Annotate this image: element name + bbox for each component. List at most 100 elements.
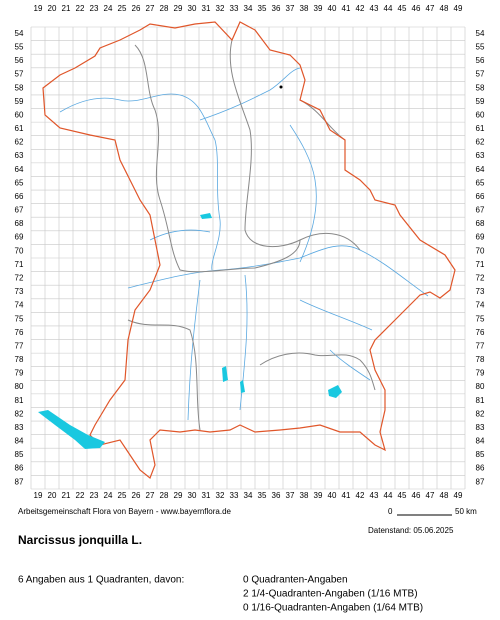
row-label: 66 [15,192,24,201]
title: Narcissus jonquilla L. [18,533,142,547]
credit: Arbeitsgemeinschaft Flora von Bayern - w… [18,507,232,516]
row-label: 61 [476,124,485,133]
column-label: 23 [90,491,99,500]
state-border [42,21,456,479]
row-label: 69 [476,233,485,242]
scale-start: 0 [388,507,393,516]
column-label: 31 [202,4,211,13]
row-label: 83 [476,423,485,432]
row-label: 54 [476,29,485,38]
column-label: 44 [384,491,393,500]
row-label: 86 [476,464,485,473]
column-label: 36 [272,4,281,13]
row-label: 67 [15,206,24,215]
column-label: 20 [48,491,57,500]
column-label: 28 [160,4,169,13]
row-label: 63 [476,151,485,160]
column-label: 39 [314,491,323,500]
row-label: 76 [476,328,485,337]
row-label: 66 [476,192,485,201]
row-label: 81 [15,396,24,405]
row-label: 70 [476,246,485,255]
column-label: 39 [314,4,323,13]
row-label: 68 [476,219,485,228]
column-label: 38 [300,491,309,500]
column-label: 27 [146,491,155,500]
row-label: 72 [15,273,24,282]
row-label: 87 [15,477,24,486]
column-label: 43 [370,491,379,500]
column-label: 44 [384,4,393,13]
column-label: 27 [146,4,155,13]
column-label: 32 [216,4,225,13]
row-label: 63 [15,151,24,160]
row-label: 69 [15,233,24,242]
row-label: 87 [476,477,485,486]
column-label: 36 [272,491,281,500]
detail: 0 1/16-Quadranten-Angaben (1/64 MTB) [243,603,423,614]
row-label: 74 [15,301,24,310]
row-label: 80 [476,382,485,391]
column-label: 34 [244,4,253,13]
row-label: 70 [15,246,24,255]
row-label: 77 [476,341,485,350]
column-label: 49 [454,491,463,500]
column-label: 45 [398,4,407,13]
grid [30,26,466,490]
column-label: 29 [174,491,183,500]
row-label: 57 [476,70,485,79]
column-label: 30 [188,491,197,500]
row-label: 82 [476,409,485,418]
row-label: 56 [15,56,24,65]
row-label: 61 [15,124,24,133]
column-label: 40 [328,491,337,500]
row-label: 54 [15,29,24,38]
column-label: 21 [62,4,71,13]
column-label: 33 [230,491,239,500]
row-label: 62 [15,138,24,147]
column-label: 24 [104,4,113,13]
row-label: 59 [476,97,485,106]
district-borders [127,39,376,431]
column-label: 24 [104,491,113,500]
row-label: 60 [476,110,485,119]
row-label: 77 [15,341,24,350]
row-label: 64 [15,165,24,174]
column-label: 42 [356,4,365,13]
rivers [59,67,429,421]
column-label: 48 [440,491,449,500]
row-label: 71 [15,260,24,269]
row-label: 64 [476,165,485,174]
column-label: 28 [160,491,169,500]
column-label: 38 [300,4,309,13]
column-label: 34 [244,491,253,500]
row-label: 86 [15,464,24,473]
date: Datenstand: 05.06.2025 [368,526,454,535]
row-label: 55 [476,42,485,51]
column-label: 23 [90,4,99,13]
row-label: 74 [476,301,485,310]
column-label: 46 [412,4,421,13]
column-label: 46 [412,491,421,500]
column-label: 25 [118,491,127,500]
column-label: 37 [286,4,295,13]
row-label: 83 [15,423,24,432]
column-label: 49 [454,4,463,13]
row-label: 58 [476,83,485,92]
row-label: 67 [476,206,485,215]
row-label: 57 [15,70,24,79]
row-label: 85 [476,450,485,459]
column-label: 40 [328,4,337,13]
column-label: 31 [202,491,211,500]
row-label: 65 [15,178,24,187]
row-label: 76 [15,328,24,337]
column-label: 19 [34,491,43,500]
row-label: 82 [15,409,24,418]
column-label: 19 [34,4,43,13]
column-label: 42 [356,491,365,500]
column-label: 22 [76,4,85,13]
row-label: 85 [15,450,24,459]
column-label: 22 [76,491,85,500]
column-label: 35 [258,4,267,13]
